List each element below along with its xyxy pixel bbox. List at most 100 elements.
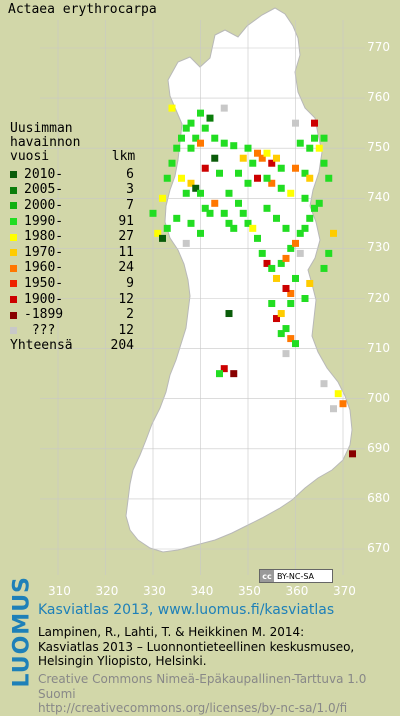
legend-item-count: 91 xyxy=(118,213,134,229)
observation-square xyxy=(225,219,233,227)
legend-item: ??? 12 xyxy=(10,323,135,339)
legend-item: 1980- 27 xyxy=(10,229,135,245)
map-grid xyxy=(40,20,365,575)
y-tick-label: 670 xyxy=(367,541,390,555)
observation-square xyxy=(282,350,290,358)
observation-square xyxy=(201,124,209,132)
observation-square xyxy=(320,264,328,272)
legend-swatch xyxy=(10,186,17,194)
legend-swatch xyxy=(10,233,17,241)
observation-square xyxy=(163,174,171,182)
observation-square xyxy=(197,189,204,197)
legend-item-label: 1900- xyxy=(24,291,64,307)
legend-item-label: 1950- xyxy=(24,275,64,291)
x-tick-label: 310 xyxy=(48,584,71,598)
observation-square xyxy=(201,164,209,172)
observation-square xyxy=(339,400,347,408)
observation-square xyxy=(311,119,318,127)
legend-item: -1899 2 xyxy=(10,307,135,323)
observation-square xyxy=(201,204,209,212)
observation-square xyxy=(220,209,228,217)
legend-item-count: 7 xyxy=(126,197,134,213)
observation-square xyxy=(273,274,280,282)
observation-square xyxy=(187,119,195,127)
legend-item-count: 9 xyxy=(126,275,134,291)
legend-total: Yhteensä 204 xyxy=(10,339,135,354)
observation-square xyxy=(287,335,295,343)
x-tick-label: 340 xyxy=(190,584,214,598)
legend-swatch xyxy=(10,280,17,288)
legend-item-count: 3 xyxy=(126,182,134,198)
observation-square xyxy=(292,340,299,348)
legend-item: 2010- 6 xyxy=(10,167,135,183)
legend-item-label: 2010- xyxy=(24,166,64,182)
observation-square xyxy=(292,274,299,282)
observation-square xyxy=(173,214,181,222)
observation-square xyxy=(235,199,242,207)
citation-line-2: Kasviatlas 2013 – Luonnontieteellinen ke… xyxy=(38,639,355,654)
observation-square xyxy=(230,224,238,232)
legend-item: 1990- 91 xyxy=(10,214,135,230)
observation-square xyxy=(149,209,157,217)
observation-square xyxy=(159,194,166,202)
observation-square xyxy=(282,325,290,333)
observation-square xyxy=(296,229,304,237)
observation-square xyxy=(239,154,247,162)
observation-square xyxy=(244,179,252,187)
observation-square xyxy=(244,144,252,152)
observation-square xyxy=(282,224,290,232)
observation-square xyxy=(225,189,233,197)
observation-square xyxy=(311,204,318,212)
observation-square xyxy=(197,229,204,237)
observation-square xyxy=(211,199,219,207)
legend-swatch xyxy=(10,218,17,226)
y-tick-label: 710 xyxy=(367,340,390,355)
observation-square xyxy=(334,390,342,398)
observation-square xyxy=(330,229,337,237)
observation-square xyxy=(330,405,337,413)
citation-line-1: Lampinen, R., Lahti, T. & Heikkinen M. 2… xyxy=(38,625,305,639)
observation-square xyxy=(282,254,290,262)
citation: Lampinen, R., Lahti, T. & Heikkinen M. 2… xyxy=(38,625,354,669)
observation-square xyxy=(273,315,280,323)
legend-swatch xyxy=(10,202,17,210)
species-title: Actaea erythrocarpa xyxy=(8,2,157,17)
observation-square xyxy=(301,224,309,232)
observation-square xyxy=(263,204,271,212)
legend-swatch xyxy=(10,264,17,272)
y-tick-label: 700 xyxy=(367,390,390,405)
observation-square xyxy=(220,365,228,373)
observation-square xyxy=(311,134,318,142)
observation-square xyxy=(197,109,204,117)
legend-item-label: 1990- xyxy=(24,213,64,229)
observation-square xyxy=(182,239,190,247)
observation-square xyxy=(301,194,309,202)
observation-square xyxy=(315,199,323,207)
observation-square xyxy=(211,154,219,162)
legend-item: 1950- 9 xyxy=(10,276,135,292)
observation-square xyxy=(254,174,261,182)
x-tick-label: 330 xyxy=(143,584,166,598)
legend-item-label: ??? xyxy=(24,322,56,338)
observation-square xyxy=(197,139,204,147)
legend-swatch xyxy=(10,311,17,319)
y-tick-label: 750 xyxy=(367,140,390,155)
observation-square xyxy=(277,259,285,267)
observation-square xyxy=(192,134,200,142)
cc-license-badge[interactable]: cc BY-NC-SA xyxy=(259,569,333,583)
legend-swatch xyxy=(10,327,17,335)
kasviatlas-link[interactable]: Kasviatlas 2013, www.luomus.fi/kasviatla… xyxy=(38,602,335,618)
legend-item-count: 2 xyxy=(126,307,134,323)
observation-square xyxy=(230,370,238,378)
y-tick-label: 770 xyxy=(367,40,390,54)
observation-square xyxy=(258,249,266,257)
observation-square xyxy=(268,300,276,308)
y-tick-label: 690 xyxy=(367,440,390,455)
observation-square xyxy=(249,224,257,232)
legend-item-count: 11 xyxy=(118,244,134,260)
legend-swatch xyxy=(10,249,17,257)
license-line-2[interactable]: http://creativecommons.org/licenses/by-n… xyxy=(38,701,348,715)
observation-square xyxy=(277,330,285,338)
observation-square xyxy=(282,284,290,292)
